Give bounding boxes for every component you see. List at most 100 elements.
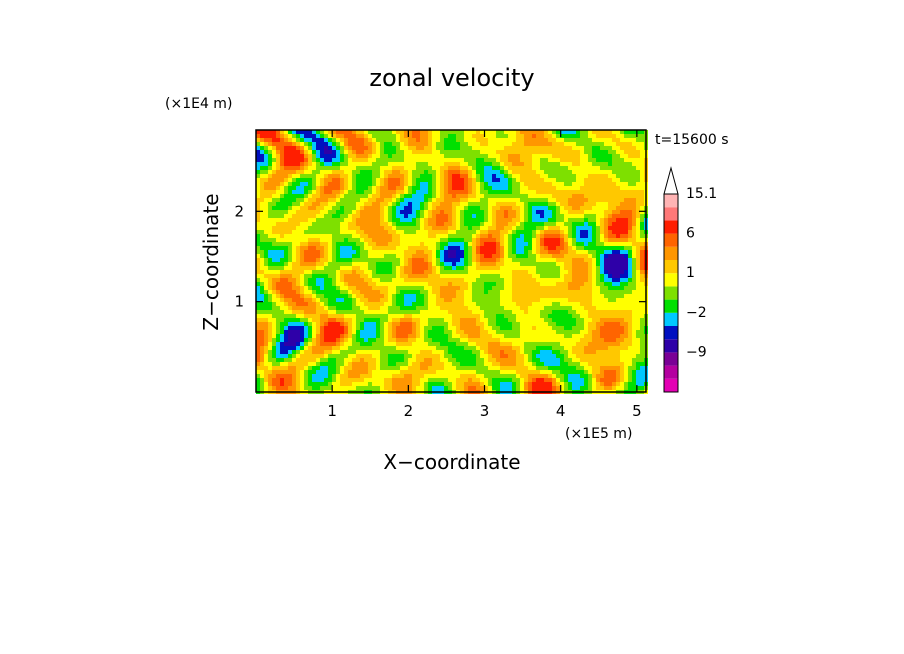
heatmap-cell [640, 318, 644, 322]
heatmap-cell [640, 306, 644, 310]
heatmap-cell [488, 142, 492, 146]
heatmap-cell [256, 162, 260, 166]
heatmap-cell [300, 234, 304, 238]
heatmap-cell [532, 150, 536, 154]
heatmap-cell [612, 170, 616, 174]
heatmap-cell [512, 182, 516, 186]
heatmap-cell [464, 234, 468, 238]
heatmap-cell [544, 318, 548, 322]
heatmap-cell [496, 130, 500, 134]
heatmap-cell [392, 322, 396, 326]
heatmap-cell [580, 322, 584, 326]
heatmap-cell [320, 218, 324, 222]
heatmap-cell [260, 170, 264, 174]
heatmap-cell [408, 310, 412, 314]
heatmap-cell [508, 198, 512, 202]
heatmap-cell [316, 242, 320, 246]
heatmap-cell [440, 142, 444, 146]
heatmap-cell [264, 214, 268, 218]
heatmap-cell [412, 170, 416, 174]
heatmap-cell [544, 158, 548, 162]
heatmap-cell [272, 226, 276, 230]
heatmap-cell [620, 226, 624, 230]
heatmap-cell [484, 194, 488, 198]
heatmap-cell [596, 206, 600, 210]
heatmap-cell [584, 170, 588, 174]
heatmap-cell [608, 326, 612, 330]
heatmap-cell [488, 210, 492, 214]
heatmap-cell [600, 298, 604, 302]
heatmap-cell [544, 326, 548, 330]
heatmap-cell [604, 274, 608, 278]
heatmap-cell [592, 130, 596, 134]
heatmap-cell [320, 254, 324, 258]
heatmap-cell [340, 162, 344, 166]
heatmap-cell [404, 158, 408, 162]
heatmap-cell [488, 310, 492, 314]
heatmap-cell [564, 214, 568, 218]
heatmap-cell [508, 266, 512, 270]
heatmap-cell [608, 138, 612, 142]
heatmap-cell [376, 146, 380, 150]
heatmap-cell [432, 330, 436, 334]
heatmap-cell [588, 166, 592, 170]
heatmap-cell [480, 246, 484, 250]
heatmap-cell [436, 162, 440, 166]
heatmap-cell [508, 314, 512, 318]
heatmap-cell [476, 138, 480, 142]
heatmap-cell [324, 322, 328, 326]
heatmap-cell [568, 194, 572, 198]
heatmap-cell [564, 314, 568, 318]
heatmap-cell [624, 190, 628, 194]
heatmap-cell [484, 222, 488, 226]
heatmap-cell [628, 326, 632, 330]
heatmap-cell [564, 218, 568, 222]
heatmap-cell [260, 246, 264, 250]
heatmap-cell [380, 202, 384, 206]
heatmap-cell [440, 218, 444, 222]
heatmap-cell [452, 314, 456, 318]
heatmap-cell [508, 218, 512, 222]
heatmap-cell [436, 138, 440, 142]
heatmap-cell [616, 130, 620, 134]
heatmap-cell [336, 158, 340, 162]
heatmap-cell [592, 298, 596, 302]
heatmap-cell [296, 278, 300, 282]
heatmap-cell [500, 158, 504, 162]
heatmap-cell [344, 238, 348, 242]
heatmap-cell [340, 210, 344, 214]
heatmap-cell [560, 162, 564, 166]
heatmap-cell [436, 298, 440, 302]
heatmap-cell [436, 274, 440, 278]
heatmap-cell [588, 234, 592, 238]
heatmap-cell [552, 310, 556, 314]
heatmap-cell [420, 142, 424, 146]
heatmap-cell [532, 302, 536, 306]
heatmap-cell [592, 250, 596, 254]
heatmap-cell [272, 130, 276, 134]
heatmap-cell [332, 158, 336, 162]
heatmap-cell [504, 190, 508, 194]
heatmap-cell [376, 254, 380, 258]
heatmap-cell [616, 306, 620, 310]
heatmap-cell [568, 266, 572, 270]
heatmap-cell [448, 290, 452, 294]
heatmap-cell [356, 254, 360, 258]
heatmap-cell [580, 298, 584, 302]
heatmap-cell [600, 322, 604, 326]
heatmap-cell [328, 286, 332, 290]
heatmap-cell [320, 146, 324, 150]
heatmap-cell [284, 246, 288, 250]
heatmap-cell [544, 130, 548, 134]
heatmap-cell [516, 138, 520, 142]
heatmap-cell [364, 222, 368, 226]
heatmap-cell [636, 134, 640, 138]
heatmap-cell [272, 182, 276, 186]
heatmap-cell [296, 286, 300, 290]
heatmap-cell [472, 314, 476, 318]
heatmap-cell [500, 278, 504, 282]
heatmap-cell [616, 290, 620, 294]
heatmap-cell [376, 210, 380, 214]
heatmap-cell [376, 190, 380, 194]
